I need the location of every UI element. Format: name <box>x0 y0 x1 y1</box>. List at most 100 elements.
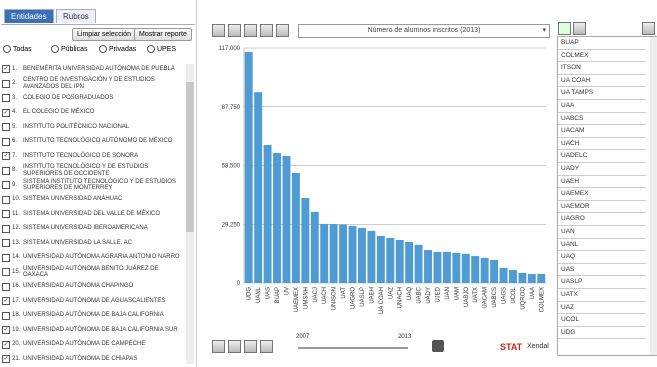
list-item[interactable]: UAQ <box>558 251 646 264</box>
tool-icon[interactable] <box>260 24 273 37</box>
list-item[interactable]: UDG <box>558 327 646 340</box>
institution-item[interactable]: 15. UNIVERSIDAD AUTÓNOMA BENITO JUÁREZ DE… <box>2 265 184 279</box>
list-item[interactable]: UAEH <box>558 176 646 189</box>
institution-item[interactable]: 2. CENTRO DE INVESTIGACIÓN Y DE ESTUDIOS … <box>2 77 184 91</box>
institution-item[interactable]: 18. UNIVERSIDAD AUTÓNOMA DE BAJA CALIFORN… <box>2 309 184 323</box>
item-name: EL COLEGIO DE MÉXICO <box>23 109 95 116</box>
tool-icon[interactable] <box>260 340 273 353</box>
x-tick-label: UQROO <box>520 287 526 310</box>
institution-item[interactable]: 11. SISTEMA UNIVERSIDAD DEL VALLE DE MÉXI… <box>2 207 184 221</box>
list-item[interactable]: UAEMEX <box>558 188 646 201</box>
list-item[interactable]: UADY <box>558 163 646 176</box>
list-item[interactable]: UAA <box>558 100 646 113</box>
clear-all[interactable] <box>573 22 586 35</box>
institution-item[interactable]: ✓ 19. UNIVERSIDAD AUTÓNOMA DE BAJA CALIFOR… <box>2 323 184 337</box>
checkbox <box>2 282 10 291</box>
bar <box>395 240 404 283</box>
institution-item[interactable]: 5. INSTITUTO POLITÉCNICO NACIONAL <box>2 120 184 134</box>
institution-item[interactable]: ✓ 1. BENEMÉRITA UNIVERSIDAD AUTÓNOMA DE PU… <box>2 62 184 76</box>
bar <box>367 230 376 283</box>
institution-item[interactable]: 13. SISTEMA UNIVERSIDAD LA SALLE, AC <box>2 236 184 250</box>
filter-option[interactable]: Privadas <box>99 45 136 53</box>
bar <box>471 256 480 283</box>
item-name: INSTITUTO TECNOLÓGICO Y DE ESTUDIOS SUPE… <box>23 164 149 177</box>
item-name: UNIVERSIDAD AUTÓNOMA AGRARIA ANTONIO NAR… <box>23 254 180 261</box>
list-item[interactable]: UAEMOR <box>558 201 646 214</box>
list-item[interactable]: BUAP <box>558 37 646 50</box>
tool-icon[interactable] <box>276 24 289 37</box>
play-button[interactable] <box>432 340 444 352</box>
list-item[interactable]: UAS <box>558 264 646 277</box>
item-name: UNIVERSIDAD AUTÓNOMA CHAPINGO <box>23 283 134 290</box>
institution-item[interactable]: ✓ 7. INSTITUTO TECNOLÓGICO DE SONORA <box>2 149 184 163</box>
list-item[interactable]: UASLP <box>558 276 646 289</box>
slider-end: 2013 <box>398 334 412 340</box>
list-item[interactable]: UAGRO <box>558 213 646 226</box>
institution-item[interactable]: 14. UNIVERSIDAD AUTÓNOMA AGRARIA ANTONIO … <box>2 251 184 265</box>
filter-option[interactable]: Todas <box>3 45 32 53</box>
item-number: 21. <box>12 355 21 362</box>
list-item[interactable]: UATX <box>558 289 646 302</box>
institution-item[interactable]: 8. INSTITUTO TECNOLÓGICO Y DE ESTUDIOS SU… <box>2 164 184 178</box>
institution-item[interactable]: 9. SISTEMA INSTITUTO TECNOLÓGICO Y DE EST… <box>2 178 184 192</box>
bar <box>263 145 272 283</box>
x-tick-label: UNACH <box>398 287 404 308</box>
bar <box>244 52 253 284</box>
x-tick-label: UAM <box>454 287 460 300</box>
institution-item[interactable]: 12. SISTEMA UNIVERSIDAD IBEROAMERICANA <box>2 222 184 236</box>
institution-item[interactable]: ✓ 21. UNIVERSIDAD AUTÓNOMA DE CHIAPAS <box>2 352 184 366</box>
institution-item[interactable]: ✓ 4. EL COLEGIO DE MÉXICO <box>2 106 184 120</box>
tool-icon[interactable] <box>228 340 241 353</box>
logo-maker: Xendal <box>527 343 549 350</box>
item-name: UNIVERSIDAD AUTÓNOMA DE BAJA CALIFORNIA … <box>23 326 178 333</box>
list-item[interactable]: UAN <box>558 226 646 239</box>
check-all[interactable] <box>558 22 571 35</box>
institution-item[interactable]: ✓ 17. UNIVERSIDAD AUTÓNOMA DE AGUASCALIENT… <box>2 294 184 308</box>
institution-item[interactable]: 16. UNIVERSIDAD AUTÓNOMA CHAPINGO <box>2 280 184 294</box>
bar <box>254 92 263 283</box>
select-arrow: ▾ <box>542 27 546 34</box>
bar <box>433 251 442 283</box>
tab[interactable]: Entidades <box>4 9 54 23</box>
institution-item[interactable]: ✓ 20. UNIVERSIDAD AUTÓNOMA DE CAMPECHE <box>2 338 184 352</box>
y-tick-label: 58,500 <box>222 164 241 170</box>
year-slider[interactable] <box>298 347 408 349</box>
slider-start: 2007 <box>296 334 310 340</box>
item-number: 10. <box>12 196 21 203</box>
institution-item[interactable]: 3. COLEGIO DE POSGRADUADOS <box>2 91 184 105</box>
item-name: INSTITUTO TECNOLÓGICO AUTÓNOMO DE MÉXICO <box>23 138 173 145</box>
bar <box>537 273 546 283</box>
list-item[interactable]: COLMEX <box>558 50 646 63</box>
list-item[interactable]: UAZ <box>558 302 646 315</box>
institution-item[interactable]: 6. INSTITUTO TECNOLÓGICO AUTÓNOMO DE MÉXI… <box>2 135 184 149</box>
tool-icon[interactable] <box>212 24 225 37</box>
filter-option[interactable]: Públicas <box>51 45 87 53</box>
institution-item[interactable]: 10. SISTEMA UNIVERSIDAD ANÁHUAC <box>2 193 184 207</box>
item-name: INSTITUTO TECNOLÓGICO DE SONORA <box>23 152 139 159</box>
filter-option[interactable]: UPES <box>147 45 176 53</box>
list-item[interactable]: UABCS <box>558 113 646 126</box>
tool-icon[interactable] <box>244 340 257 353</box>
tool-icon[interactable] <box>244 24 257 37</box>
list-item[interactable]: UA COAH <box>558 75 646 88</box>
right-toolbar <box>558 22 586 35</box>
bar <box>376 236 385 283</box>
x-tick-label: UAS <box>266 287 272 299</box>
list-item[interactable]: UACH <box>558 138 646 151</box>
tool-icon[interactable] <box>212 340 225 353</box>
x-tick-label: UANL <box>256 286 262 303</box>
list-item[interactable]: UACAM <box>558 125 646 138</box>
indicator-select[interactable]: Número de alumnos inscritos (2013) ▾ <box>298 24 550 38</box>
list-item[interactable]: ITSON <box>558 62 646 75</box>
list-item[interactable]: UANL <box>558 239 646 252</box>
button[interactable]: Mostrar reporte <box>134 28 192 41</box>
item-name: UNIVERSIDAD AUTÓNOMA DE AGUASCALIENTES <box>23 297 166 304</box>
list-item[interactable]: UA TAMPS <box>558 87 646 100</box>
list-item[interactable]: UADELC <box>558 150 646 163</box>
trash-icon[interactable] <box>642 22 655 35</box>
button[interactable]: Limpiar selección <box>72 28 137 41</box>
checkbox <box>2 137 10 146</box>
tool-icon[interactable] <box>228 24 241 37</box>
tab[interactable]: Rubros <box>56 9 96 23</box>
list-item[interactable]: UCOL <box>558 314 646 327</box>
